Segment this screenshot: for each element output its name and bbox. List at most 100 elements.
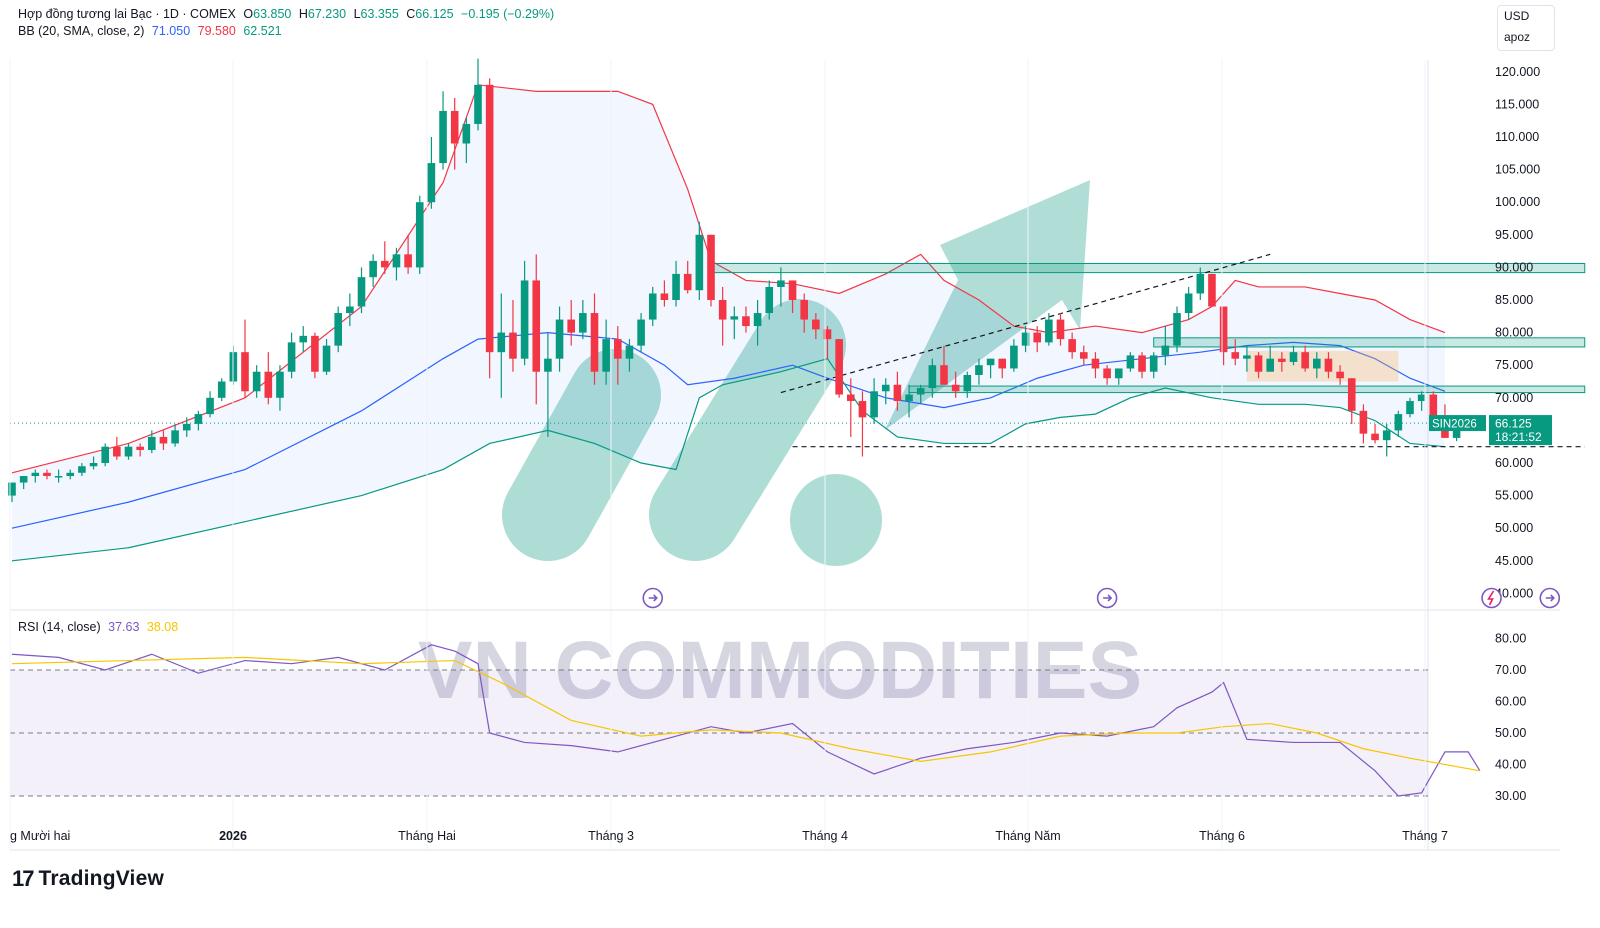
candle-body[interactable] bbox=[707, 234, 715, 300]
event-marker-icon[interactable] bbox=[1096, 587, 1118, 609]
candle-body[interactable] bbox=[1161, 345, 1170, 356]
candle-body[interactable] bbox=[567, 319, 575, 333]
candle-body[interactable] bbox=[1278, 358, 1286, 362]
candle-body[interactable] bbox=[614, 339, 622, 359]
candle-body[interactable] bbox=[1336, 371, 1344, 379]
candle-body[interactable] bbox=[765, 286, 774, 314]
candle-body[interactable] bbox=[136, 446, 144, 450]
candle-body[interactable] bbox=[1080, 352, 1088, 359]
candle-body[interactable] bbox=[975, 365, 983, 375]
candle-body[interactable] bbox=[206, 397, 214, 415]
candle-body[interactable] bbox=[718, 300, 727, 320]
candle-body[interactable] bbox=[916, 388, 925, 395]
candle-body[interactable] bbox=[1382, 430, 1391, 441]
candle-body[interactable] bbox=[940, 365, 948, 385]
candle-body[interactable] bbox=[1033, 332, 1041, 343]
candle-body[interactable] bbox=[124, 446, 133, 457]
event-marker-icon[interactable] bbox=[1539, 587, 1561, 609]
rsi-legend[interactable]: RSI (14, close) 37.63 38.08 bbox=[18, 620, 182, 634]
candle-body[interactable] bbox=[474, 84, 482, 124]
candle-body[interactable] bbox=[113, 446, 121, 457]
candle-body[interactable] bbox=[742, 316, 750, 327]
flash-event-icon[interactable] bbox=[1481, 587, 1502, 609]
candle-body[interactable] bbox=[893, 384, 902, 402]
candle-body[interactable] bbox=[1126, 355, 1135, 369]
candle-body[interactable] bbox=[462, 123, 471, 144]
candle-body[interactable] bbox=[404, 254, 412, 268]
candle-body[interactable] bbox=[870, 391, 878, 418]
candle-body[interactable] bbox=[928, 365, 937, 389]
candle-body[interactable] bbox=[1429, 394, 1438, 418]
candle-body[interactable] bbox=[241, 352, 249, 392]
candle-body[interactable] bbox=[1289, 352, 1298, 362]
candle-body[interactable] bbox=[346, 306, 354, 314]
candle-body[interactable] bbox=[1010, 345, 1018, 369]
candle-body[interactable] bbox=[1138, 355, 1146, 372]
candle-body[interactable] bbox=[264, 371, 273, 398]
candle-body[interactable] bbox=[287, 342, 296, 372]
candle-body[interactable] bbox=[427, 163, 436, 203]
candle-body[interactable] bbox=[1045, 319, 1053, 343]
candle-body[interactable] bbox=[392, 254, 401, 268]
candle-body[interactable] bbox=[357, 277, 366, 307]
event-marker-icon[interactable] bbox=[642, 587, 664, 609]
candle-body[interactable] bbox=[625, 345, 634, 359]
candle-body[interactable] bbox=[148, 436, 156, 450]
candle-body[interactable] bbox=[415, 202, 424, 268]
candle-body[interactable] bbox=[171, 430, 179, 444]
bb-legend[interactable]: BB (20, SMA, close, 2) 71.050 79.580 62.… bbox=[18, 24, 286, 38]
candle-body[interactable] bbox=[299, 335, 308, 343]
candle-body[interactable] bbox=[1091, 358, 1100, 369]
candle-body[interactable] bbox=[986, 358, 995, 366]
candle-body[interactable] bbox=[683, 273, 692, 291]
candle-body[interactable] bbox=[660, 293, 669, 300]
candle-body[interactable] bbox=[1021, 332, 1030, 346]
candle-body[interactable] bbox=[66, 472, 75, 477]
candle-body[interactable] bbox=[1394, 414, 1403, 431]
candle-body[interactable] bbox=[823, 329, 832, 340]
candle-body[interactable] bbox=[998, 358, 1007, 369]
candle-body[interactable] bbox=[43, 472, 51, 477]
candle-body[interactable] bbox=[579, 313, 587, 333]
candle-body[interactable] bbox=[1149, 355, 1158, 372]
candle-body[interactable] bbox=[276, 371, 284, 398]
candle-body[interactable] bbox=[881, 384, 890, 392]
candle-body[interactable] bbox=[835, 339, 843, 395]
candle-body[interactable] bbox=[800, 300, 808, 320]
candle-body[interactable] bbox=[509, 332, 517, 359]
candle-body[interactable] bbox=[311, 335, 319, 372]
candle-body[interactable] bbox=[1347, 378, 1356, 411]
candle-body[interactable] bbox=[1371, 433, 1379, 441]
candle-body[interactable] bbox=[450, 110, 459, 144]
candle-body[interactable] bbox=[812, 319, 820, 330]
candle-body[interactable] bbox=[369, 260, 377, 278]
candle-body[interactable] bbox=[31, 472, 40, 477]
candle-body[interactable] bbox=[777, 280, 785, 287]
candle-body[interactable] bbox=[1266, 358, 1274, 372]
candle-body[interactable] bbox=[78, 466, 86, 473]
candle-body[interactable] bbox=[1301, 352, 1309, 369]
tradingview-logo[interactable]: 17 TradingView bbox=[12, 866, 164, 892]
candle-body[interactable] bbox=[788, 280, 797, 300]
candle-body[interactable] bbox=[1219, 306, 1228, 353]
candle-body[interactable] bbox=[1406, 401, 1414, 415]
candle-body[interactable] bbox=[1243, 355, 1251, 359]
candle-body[interactable] bbox=[695, 234, 704, 291]
candle-body[interactable] bbox=[905, 394, 913, 402]
candle-body[interactable] bbox=[1103, 368, 1111, 379]
candle-body[interactable] bbox=[951, 384, 960, 392]
candle-body[interactable] bbox=[1208, 273, 1216, 307]
candle-body[interactable] bbox=[194, 414, 203, 424]
candle-body[interactable] bbox=[555, 319, 564, 359]
candle-body[interactable] bbox=[439, 110, 447, 164]
candle-body[interactable] bbox=[1056, 319, 1065, 340]
candle-body[interactable] bbox=[1313, 358, 1321, 369]
candle-body[interactable] bbox=[1173, 313, 1181, 346]
candle-body[interactable] bbox=[544, 358, 552, 372]
candle-body[interactable] bbox=[1068, 339, 1076, 353]
candle-body[interactable] bbox=[322, 345, 331, 372]
currency-selector[interactable]: USD apoz bbox=[1497, 5, 1555, 51]
candle-body[interactable] bbox=[1184, 293, 1193, 314]
candle-body[interactable] bbox=[520, 280, 529, 359]
